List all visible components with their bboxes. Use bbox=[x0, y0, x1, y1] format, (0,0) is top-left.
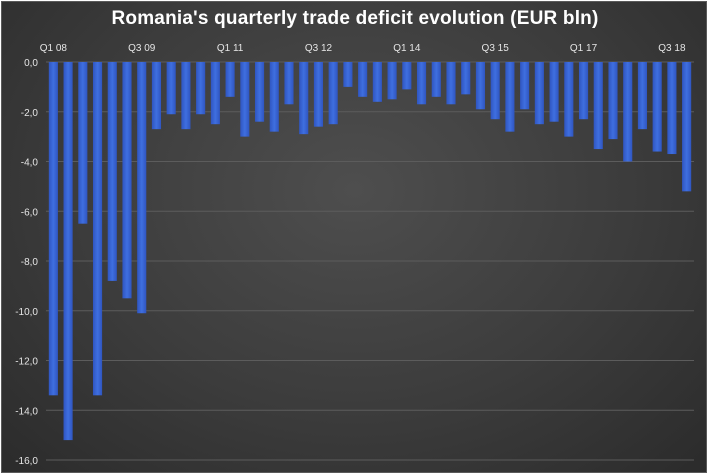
y-tick-label: -14,0 bbox=[15, 406, 38, 417]
bar-q1-08 bbox=[48, 62, 58, 396]
bar-q4-15 bbox=[505, 62, 515, 132]
y-tick-label: -4,0 bbox=[21, 158, 39, 169]
bar-q2-10 bbox=[181, 62, 191, 130]
bar-q2-13 bbox=[358, 62, 368, 97]
y-tick-label: -8,0 bbox=[21, 257, 39, 268]
bar-q4-18 bbox=[682, 62, 692, 192]
bar-q1-16 bbox=[520, 62, 530, 110]
bar-q3-16 bbox=[549, 62, 559, 122]
bar-q1-09 bbox=[107, 62, 117, 281]
bar-q2-17 bbox=[593, 62, 603, 150]
bar-q4-11 bbox=[269, 62, 279, 132]
bar-q3-15 bbox=[490, 62, 500, 120]
bar-q3-12 bbox=[313, 62, 324, 127]
bar-q4-09 bbox=[151, 62, 162, 130]
bar-q3-08 bbox=[78, 62, 88, 224]
bar-q4-13 bbox=[387, 62, 397, 100]
bar-q1-11 bbox=[225, 62, 235, 97]
chart-title: Romania's quarterly trade deficit evolut… bbox=[111, 8, 599, 29]
y-tick-label: 0,0 bbox=[24, 58, 38, 69]
bar-q1-18 bbox=[637, 62, 648, 130]
bar-q3-18 bbox=[667, 62, 677, 155]
x-tick-label: Q3 09 bbox=[128, 43, 156, 54]
x-tick-label: Q3 18 bbox=[658, 43, 686, 54]
x-tick-label: Q3 15 bbox=[482, 43, 510, 54]
bar-q3-11 bbox=[254, 62, 265, 122]
bar-q3-14 bbox=[431, 62, 441, 97]
y-tick-label: -6,0 bbox=[21, 207, 39, 218]
bar-q3-17 bbox=[608, 62, 618, 140]
bar-q2-11 bbox=[240, 62, 250, 137]
bar-q1-15 bbox=[461, 62, 471, 95]
bar-q4-14 bbox=[446, 62, 456, 105]
bar-q1-17 bbox=[578, 62, 589, 120]
bar-q2-14 bbox=[416, 62, 427, 105]
y-tick-label: -10,0 bbox=[15, 307, 38, 318]
y-tick-label: -16,0 bbox=[15, 456, 38, 467]
x-tick-label: Q1 17 bbox=[570, 43, 598, 54]
x-tick-label: Q1 14 bbox=[393, 43, 421, 54]
bar-q2-16 bbox=[534, 62, 544, 125]
bar-q4-16 bbox=[564, 62, 574, 137]
bar-q1-13 bbox=[343, 62, 353, 87]
bar-q4-12 bbox=[328, 62, 338, 125]
bar-q1-14 bbox=[402, 62, 412, 90]
bar-q3-09 bbox=[137, 62, 147, 314]
bar-q2-08 bbox=[63, 62, 73, 441]
x-tick-label: Q1 08 bbox=[40, 43, 68, 54]
bar-q4-17 bbox=[623, 62, 633, 162]
y-tick-label: -12,0 bbox=[15, 357, 38, 368]
bar-q2-15 bbox=[475, 62, 486, 110]
bar-q1-12 bbox=[284, 62, 294, 105]
y-tick-label: -2,0 bbox=[21, 108, 39, 119]
bar-q2-09 bbox=[122, 62, 132, 299]
x-tick-label: Q1 11 bbox=[217, 43, 244, 54]
x-tick-label: Q3 12 bbox=[305, 43, 333, 54]
bar-q2-12 bbox=[299, 62, 309, 135]
bar-q4-10 bbox=[210, 62, 220, 125]
bar-q4-08 bbox=[92, 62, 103, 396]
bar-q3-10 bbox=[196, 62, 206, 115]
bar-q3-13 bbox=[372, 62, 382, 102]
bar-q1-10 bbox=[166, 62, 176, 115]
bar-q2-18 bbox=[652, 62, 662, 152]
